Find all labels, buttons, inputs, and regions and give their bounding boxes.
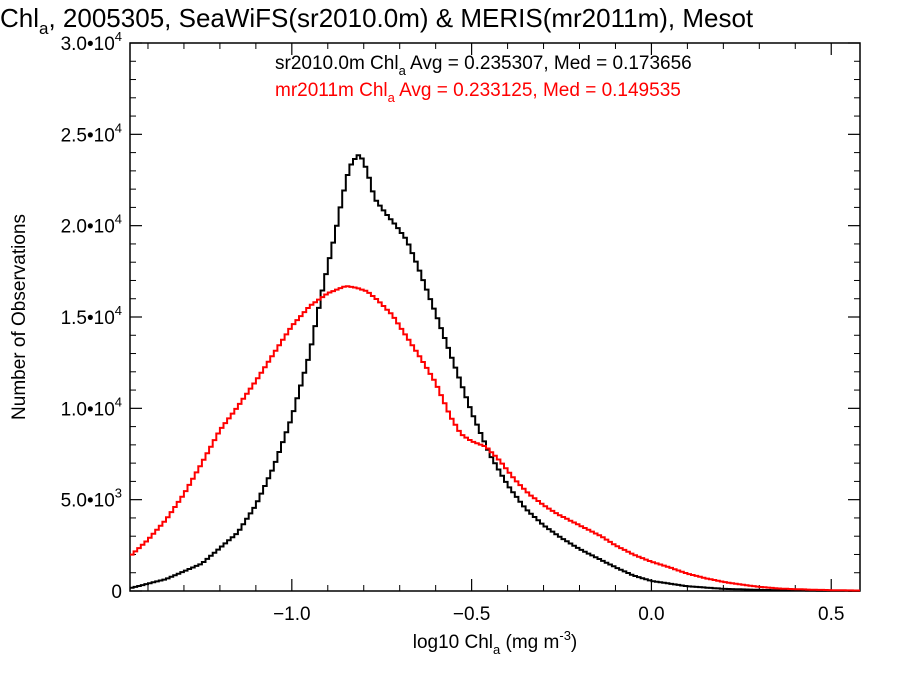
series-layer (130, 154, 860, 592)
y-tick-label: 1.5•104 (61, 303, 122, 329)
y-tick-labels: 0 5.0•103 1.0•104 1.5•104 2.0•104 2.5•104 3.0•… (61, 29, 122, 603)
x-tick-label: 0.0 (638, 604, 664, 625)
plot-area (129, 42, 861, 592)
x-axis-label: log10 Chla (mg m-3) (413, 628, 578, 657)
y-tick-label: 5.0•103 (61, 486, 122, 512)
y-tick-label: 1.0•104 (61, 394, 122, 420)
tick-marks (130, 42, 860, 592)
y-tick-label: 2.0•104 (61, 212, 122, 238)
y-tick-label: 2.5•104 (61, 120, 122, 146)
chart-title: Chla, 2005305, SeaWiFS(sr2010.0m) & MERI… (0, 3, 754, 38)
series-line-0 (130, 154, 860, 592)
x-tick-label: −1.0 (273, 604, 311, 625)
x-tick-label: −0.5 (453, 604, 491, 625)
x-tick-labels: −1.0 −0.5 0.0 0.5 (273, 604, 844, 625)
x-tick-label: 0.5 (818, 604, 844, 625)
y-axis-label: Number of Observations (9, 214, 30, 420)
annotation-red: mr2011m Chla Avg = 0.233125, Med = 0.149… (275, 80, 681, 105)
annotation-black: sr2010.0m Chla Avg = 0.235307, Med = 0.1… (275, 53, 692, 78)
y-tick-label: 0 (111, 582, 122, 603)
y-tick-label: 3.0•104 (61, 29, 122, 55)
series-line-1 (130, 285, 860, 592)
